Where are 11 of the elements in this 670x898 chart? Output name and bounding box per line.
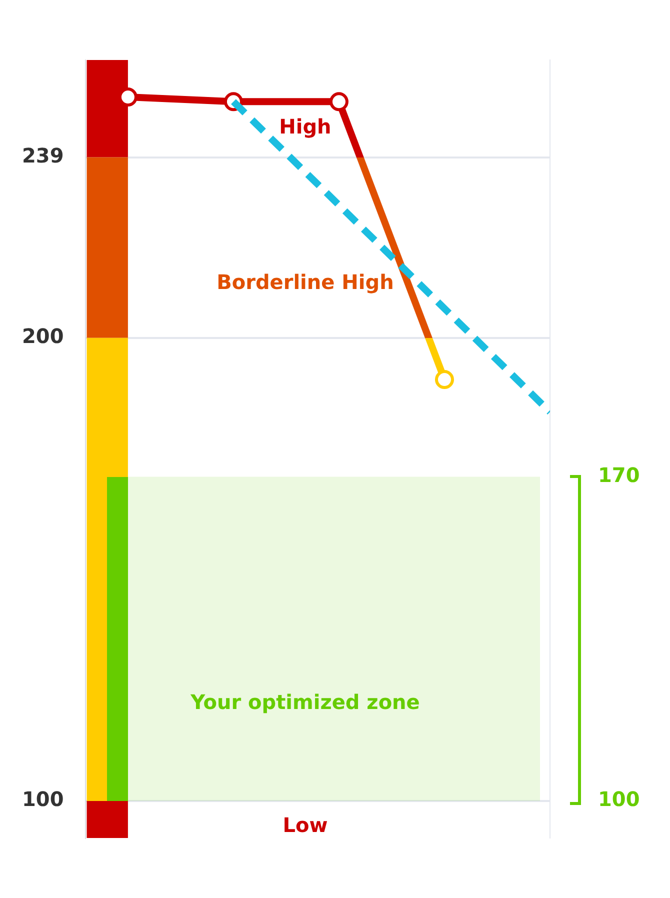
band-label: High (279, 114, 332, 138)
y-tick-label: 100 (22, 787, 64, 812)
band-label: Low (282, 813, 328, 838)
point (329, 92, 348, 112)
point (434, 370, 454, 390)
y-tick-label: 200 (22, 324, 64, 348)
y2-tick-label: 100 (598, 787, 640, 812)
y2-tick-label: 170 (598, 462, 640, 487)
band-label: Borderline High (216, 270, 394, 294)
band-label: Your optimized zone (190, 690, 420, 714)
y-tick-label: 239 (22, 143, 64, 168)
